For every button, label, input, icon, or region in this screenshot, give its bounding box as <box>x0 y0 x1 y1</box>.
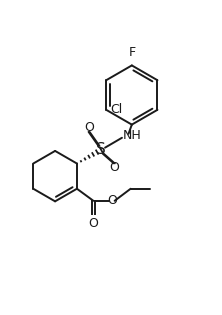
Text: S: S <box>96 142 106 157</box>
Text: Cl: Cl <box>110 103 122 116</box>
Text: O: O <box>109 161 119 174</box>
Text: O: O <box>107 194 117 207</box>
Text: F: F <box>128 46 135 59</box>
Text: NH: NH <box>123 129 142 142</box>
Text: O: O <box>84 121 94 135</box>
Text: O: O <box>88 217 98 230</box>
